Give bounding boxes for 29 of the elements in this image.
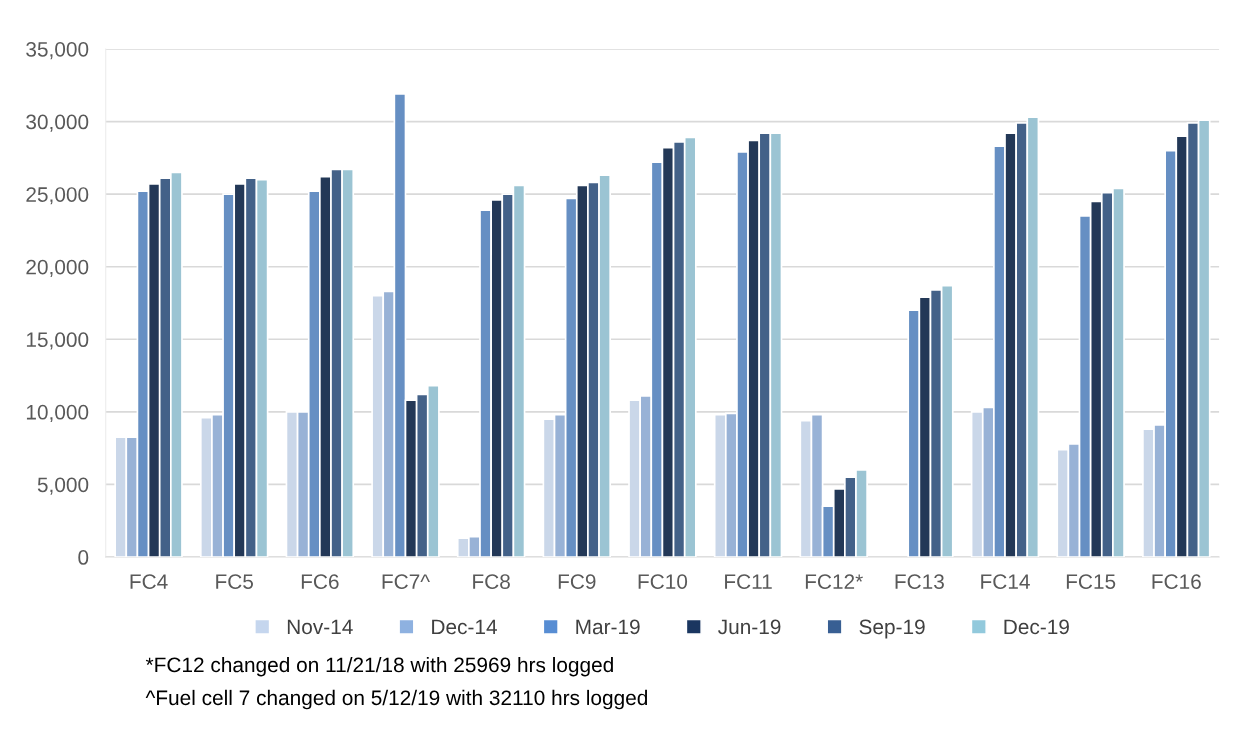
y-tick-label: 0 <box>78 550 89 565</box>
y-tick-label: 15,000 <box>26 332 89 350</box>
legend-label: Jun-19 <box>718 619 781 635</box>
y-tick-label: 30,000 <box>26 114 89 132</box>
text: *FC12 changed on 11/21/18 with 25969 hrs logged <box>145 656 613 677</box>
y-tick-label: 10,000 <box>26 404 89 423</box>
legend-label: Sep-19 <box>859 619 925 639</box>
x-tick-label: FC4 <box>130 574 168 589</box>
legend-label: Mar-19 <box>576 619 640 635</box>
x-tick-label: FC8 <box>473 574 510 589</box>
text: ^Fuel cell 7 changed on 5/12/19 with 32110 hrs logged <box>145 689 648 710</box>
x-tick-label: FC11 <box>725 574 772 589</box>
x-tick-label: FC6 <box>301 574 339 589</box>
x-tick-label: FC14 <box>981 574 1030 589</box>
x-tick-label: FC15 <box>1066 574 1116 589</box>
legend-label: Dec-19 <box>1004 619 1069 635</box>
x-tick-label: FC16 <box>1152 574 1201 589</box>
y-tick-label: 35,000 <box>26 41 89 60</box>
x-tick-label: FC13 <box>895 574 944 589</box>
x-tick-label: FC12* <box>805 574 863 589</box>
legend-label: Dec-14 <box>432 619 497 635</box>
x-tick-label: FC10 <box>638 574 688 589</box>
x-tick-label: FC7^ <box>382 574 430 589</box>
y-tick-label: 20,000 <box>26 259 89 277</box>
legend-label: Nov-14 <box>287 619 353 635</box>
y-tick-label: 5,000 <box>37 477 89 495</box>
x-tick-label: FC5 <box>216 574 254 589</box>
x-tick-label: FC9 <box>558 574 596 589</box>
y-tick-label: 25,000 <box>26 187 89 205</box>
